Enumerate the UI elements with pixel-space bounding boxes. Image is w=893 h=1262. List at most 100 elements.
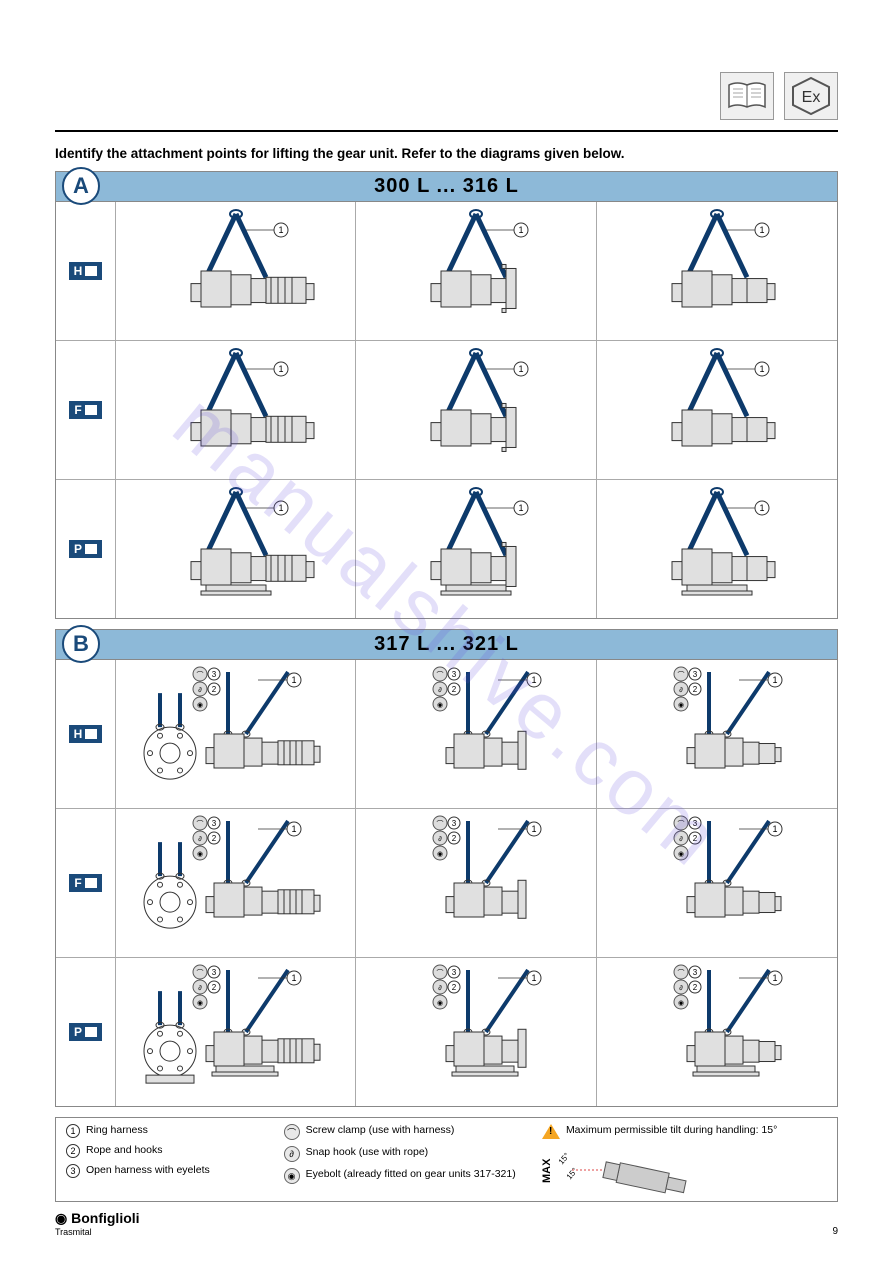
svg-text:3: 3 [693, 670, 698, 679]
panel-b: B 317 L ... 321 L H ⌒ 3 ∂ 2 ◉ 1 [55, 629, 838, 1107]
svg-text:◉: ◉ [197, 1000, 203, 1007]
svg-text:3: 3 [212, 819, 217, 828]
row-label: F [69, 401, 101, 419]
legend-text: Maximum permissible tilt during handling… [566, 1124, 777, 1136]
row-label-cell: F [56, 809, 116, 958]
svg-text:1: 1 [278, 225, 283, 235]
svg-text:3: 3 [452, 670, 457, 679]
row-label-cell: P [56, 480, 116, 618]
svg-text:2: 2 [452, 685, 457, 694]
legend-col-1: 1Ring harness 2Rope and hooks 3Open harn… [66, 1124, 270, 1195]
brand: ◉ Bonfiglioli Trasmital [55, 1210, 140, 1237]
diagram-cell: 1 [116, 480, 356, 618]
svg-text:◉: ◉ [678, 702, 684, 709]
svg-text:3: 3 [212, 670, 217, 679]
svg-text:◉: ◉ [437, 702, 443, 709]
svg-text:1: 1 [532, 973, 537, 983]
footer: ◉ Bonfiglioli Trasmital 9 [55, 1210, 838, 1237]
eyebolt-icon: ◉ [284, 1168, 300, 1184]
svg-text:2: 2 [452, 983, 457, 992]
svg-text:1: 1 [292, 824, 297, 834]
row-label-cell: P [56, 958, 116, 1106]
svg-text:⌒: ⌒ [197, 671, 204, 679]
legend-text: Snap hook (use with rope) [306, 1146, 429, 1158]
svg-text:⌒: ⌒ [197, 820, 204, 828]
svg-text:1: 1 [278, 503, 283, 513]
svg-text:∂: ∂ [198, 836, 202, 843]
legend-text: Eyebolt (already fitted on gear units 31… [306, 1168, 516, 1180]
diagram-cell: ⌒ 3 ∂ 2 ◉ 1 [116, 809, 356, 958]
svg-text:1: 1 [292, 973, 297, 983]
svg-text:1: 1 [518, 225, 523, 235]
svg-text:∂: ∂ [439, 687, 443, 694]
svg-text:3: 3 [452, 968, 457, 977]
svg-text:15°: 15° [557, 1151, 572, 1166]
panel-a-title: 300 L ... 316 L [374, 175, 519, 198]
header-icon-row: Ex [720, 72, 838, 120]
ex-icon: Ex [784, 72, 838, 120]
legend-item: ∂ Snap hook (use with rope) [284, 1146, 528, 1162]
svg-text:1: 1 [292, 675, 297, 685]
svg-text:◉: ◉ [678, 851, 684, 858]
svg-text:⌒: ⌒ [437, 671, 444, 679]
panel-a: A 300 L ... 316 L H 1 [55, 171, 838, 619]
legend: 1Ring harness 2Rope and hooks 3Open harn… [55, 1117, 838, 1202]
diagram-cell: ⌒ 3 ∂ 2 ◉ 1 [597, 809, 837, 958]
svg-text:∂: ∂ [439, 985, 443, 992]
diagram-cell: 1 [597, 480, 837, 618]
svg-text:2: 2 [693, 685, 698, 694]
legend-item: 1Ring harness [66, 1124, 270, 1138]
diagram-cell: ⌒ 3 ∂ 2 ◉ 1 [356, 958, 596, 1106]
svg-text:2: 2 [212, 834, 217, 843]
svg-text:15°: 15° [565, 1166, 580, 1181]
row-label: P [69, 540, 102, 558]
legend-item: ⌒Screw clamp (use with harness) [284, 1124, 528, 1140]
svg-text:⌒: ⌒ [678, 820, 685, 828]
svg-text:2: 2 [693, 834, 698, 843]
legend-item: 3Open harness with eyelets [66, 1164, 270, 1178]
svg-text:◉: ◉ [437, 1000, 443, 1007]
diagram-cell: 1 [356, 341, 596, 480]
top-rule [55, 130, 838, 132]
svg-text:1: 1 [518, 364, 523, 374]
panel-b-title: 317 L ... 321 L [374, 633, 519, 656]
legend-item: ◉ Eyebolt (already fitted on gear units 3… [284, 1168, 528, 1184]
svg-text:◉: ◉ [437, 851, 443, 858]
svg-text:⌒: ⌒ [437, 969, 444, 977]
svg-text:2: 2 [212, 685, 217, 694]
panel-b-letter: B [62, 625, 100, 663]
row-label: P [69, 1023, 102, 1041]
legend-item: 2Rope and hooks [66, 1144, 270, 1158]
snap-hook-icon: ∂ [284, 1146, 300, 1162]
diagram-cell: ⌒ 3 ∂ 2 ◉ 1 [116, 660, 356, 809]
row-label-cell: H [56, 660, 116, 809]
svg-text:MAX: MAX [542, 1158, 553, 1183]
row-label: H [69, 725, 103, 743]
diagram-cell: 1 [597, 202, 837, 341]
diagram-cell: 1 [116, 341, 356, 480]
svg-text:Ex: Ex [802, 89, 821, 106]
svg-text:1: 1 [773, 973, 778, 983]
panel-b-header: B 317 L ... 321 L [56, 630, 837, 660]
panel-a-letter: A [62, 167, 100, 205]
diagram-cell: 1 [356, 202, 596, 341]
svg-text:⌒: ⌒ [197, 969, 204, 977]
svg-text:∂: ∂ [680, 985, 684, 992]
svg-text:∂: ∂ [680, 687, 684, 694]
tilt-diagram: MAX 15° 15° [542, 1145, 827, 1195]
svg-text:1: 1 [532, 824, 537, 834]
svg-text:⌒: ⌒ [437, 820, 444, 828]
manual-icon [720, 72, 774, 120]
svg-text:1: 1 [518, 503, 523, 513]
svg-text:∂: ∂ [680, 836, 684, 843]
diagram-cell: ⌒ 3 ∂ 2 ◉ 1 [597, 660, 837, 809]
diagram-cell: ⌒ 3 ∂ 2 ◉ 1 [356, 660, 596, 809]
svg-text:2: 2 [212, 983, 217, 992]
svg-text:3: 3 [693, 819, 698, 828]
legend-col-3: Maximum permissible tilt during handling… [542, 1124, 827, 1195]
panel-a-header: A 300 L ... 316 L [56, 172, 837, 202]
screw-clamp-icon: ⌒ [284, 1124, 300, 1140]
instruction-text: Identify the attachment points for lifti… [55, 146, 838, 161]
svg-text:1: 1 [278, 364, 283, 374]
legend-col-2: ⌒Screw clamp (use with harness) ∂ Snap ho… [284, 1124, 528, 1195]
